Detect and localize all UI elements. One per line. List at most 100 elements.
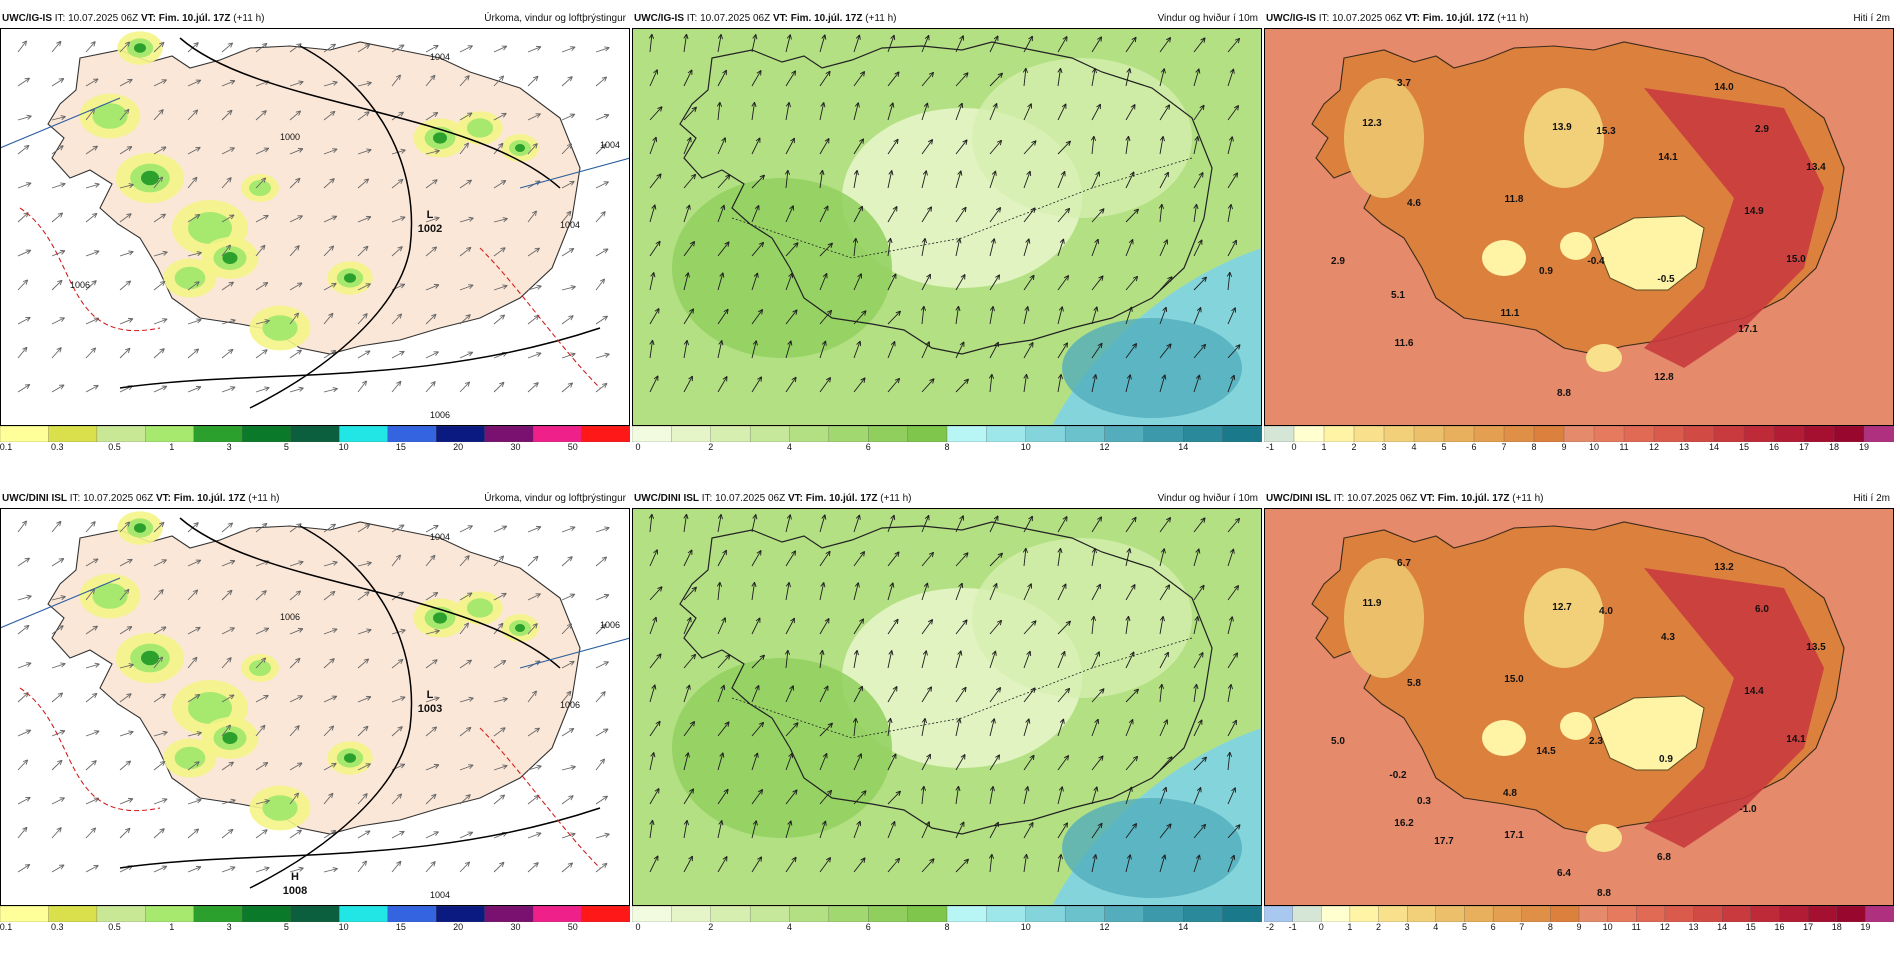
temperature-label: 14.1 [1658,152,1678,163]
scale-swatch [1493,906,1522,922]
scale-swatch [1865,906,1894,922]
scale-tick-label: 7 [1519,922,1524,932]
temperature-label: 12.8 [1654,372,1674,383]
scale-tick-label: 30 [510,442,520,452]
init-time: IT: 10.07.2025 06Z [702,493,785,504]
lead-time: (+11 h) [233,13,264,24]
scale-swatch [1444,426,1475,442]
scale-swatch [1324,426,1355,442]
scale-swatch [1694,906,1723,922]
scale-swatch [0,906,49,922]
scale-swatch [947,906,987,922]
scale-swatch [1474,426,1505,442]
map-area[interactable] [632,508,1262,906]
map-area[interactable] [632,28,1262,426]
panel-header: UWC/IG-IS IT: 10.07.2025 06Z VT: Fim. 10… [1264,10,1894,28]
scale-tick-label: 1 [1347,922,1352,932]
scale-swatch [1579,906,1608,922]
scale-tick-label: 0 [1291,442,1296,452]
scale-tick-label: 50 [568,442,578,452]
scale-tick-label: 4 [1411,442,1416,452]
temperature-label: 17.7 [1434,836,1454,847]
scale-tick-label: 10 [339,442,349,452]
panel-header: UWC/DINI ISL IT: 10.07.2025 06Z VT: Fim.… [1264,490,1894,508]
scale-swatch [868,906,908,922]
panel-header: UWC/DINI ISL IT: 10.07.2025 06Z VT: Fim.… [0,490,630,508]
scale-tick-label: 0.1 [0,442,12,452]
scale-tick-label: 19 [1859,442,1869,452]
scale-swatch [242,906,291,922]
temperature-label: 13.4 [1806,162,1826,173]
temperature-label: -0.4 [1587,256,1605,267]
pressure-center-value: 1003 [418,703,442,715]
scale-swatch [632,426,672,442]
scale-swatch [1354,426,1385,442]
scale-swatch [1144,426,1184,442]
valid-time-label: VT: [773,13,788,24]
scale-tick-label: 50 [568,922,578,932]
scale-swatch [1294,426,1325,442]
temperature-label: 4.3 [1661,632,1675,643]
pressure-center-value: 1008 [283,885,307,897]
scale-swatch [986,906,1026,922]
map-panel-temp: UWC/IG-IS IT: 10.07.2025 06Z VT: Fim. 10… [1264,10,1894,475]
isobar-label: 1006 [560,700,580,710]
scale-tick-label: 0 [635,442,640,452]
valid-time: Fim. 10.júl. 17Z [1438,493,1510,504]
scale-tick-label: 16 [1769,442,1779,452]
scale-tick-label: 8 [1531,442,1536,452]
scale-tick-label: 6 [1471,442,1476,452]
temperature-label: -1.0 [1739,804,1757,815]
scale-swatch [339,426,388,442]
scale-tick-label: 12 [1649,442,1659,452]
scale-swatch [1183,906,1223,922]
isobar-label: 1004 [430,52,450,62]
scale-swatch [829,906,869,922]
panel-header: UWC/IG-IS IT: 10.07.2025 06Z VT: Fim. 10… [0,10,630,28]
scale-tick-label: 3 [227,922,232,932]
scale-tick-label: 2 [1376,922,1381,932]
valid-time: Fim. 10.júl. 17Z [806,493,878,504]
scale-tick-label: 1 [169,922,174,932]
scale-swatch [1751,906,1780,922]
temperature-label: 14.5 [1536,746,1556,757]
temperature-label: 4.0 [1599,606,1613,617]
scale-tick-label: 2 [708,442,713,452]
scale-tick-label: 8 [944,442,949,452]
scale-swatch [986,426,1026,442]
scale-swatch [750,426,790,442]
scale-swatch [145,426,194,442]
scale-tick-label: 4 [1433,922,1438,932]
scale-swatch [1722,906,1751,922]
scale-tick-label: 0.5 [108,922,121,932]
temperature-label: 14.1 [1786,734,1806,745]
temperature-label: 14.4 [1744,686,1764,697]
scale-tick-label: 8 [1548,922,1553,932]
temperature-label: 14.0 [1714,82,1734,93]
temperature-label: 16.2 [1394,818,1414,829]
isobar-label: 1006 [600,620,620,630]
scale-tick-label: 4 [787,922,792,932]
temperature-label: 8.8 [1597,888,1611,899]
scale-swatch [1264,426,1295,442]
scale-swatch [97,906,146,922]
init-time: IT: 10.07.2025 06Z [1334,493,1417,504]
scale-swatch [1774,426,1805,442]
scale-tick-label: 19 [1860,922,1870,932]
scale-tick-label: 5 [284,442,289,452]
temperature-label: 0.9 [1539,266,1553,277]
run-info: UWC/DINI ISL IT: 10.07.2025 06Z VT: Fim.… [2,490,279,508]
temperature-label: 13.5 [1806,642,1826,653]
scale-tick-label: -2 [1266,922,1274,932]
temperature-label: -0.5 [1657,274,1675,285]
temperature-label: 2.9 [1331,256,1345,267]
init-time: IT: 10.07.2025 06Z [1319,13,1402,24]
temperature-label: 6.7 [1397,558,1411,569]
